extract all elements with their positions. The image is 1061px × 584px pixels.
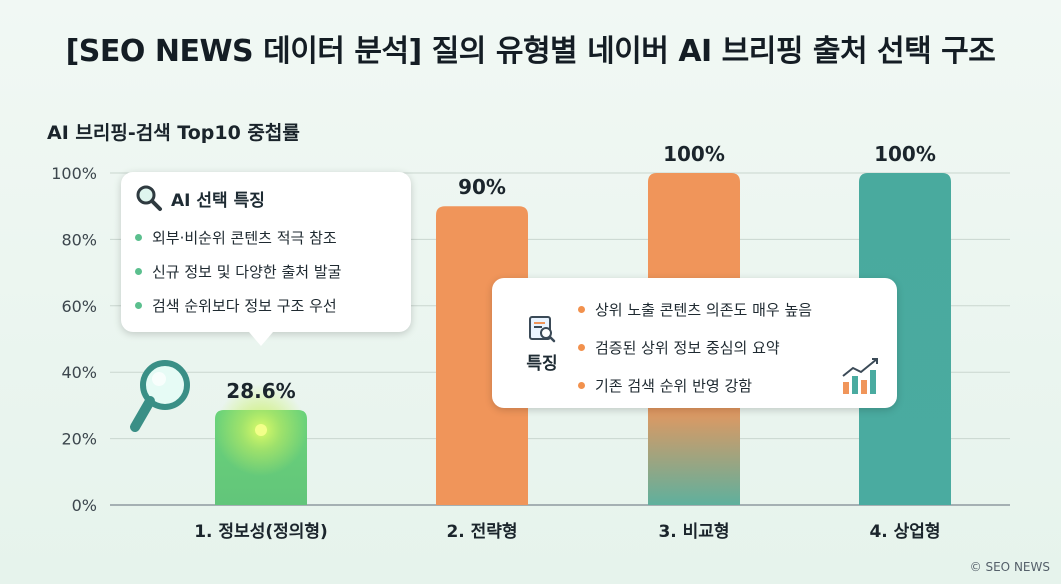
value-label: 90% (458, 175, 506, 199)
list-item: 검증된 상위 정보 중심의 요약 (578, 328, 812, 366)
value-label: 100% (663, 142, 725, 166)
page-title: [SEO NEWS 데이터 분석] 질의 유형별 네이버 AI 브리핑 출처 선… (65, 34, 996, 69)
growth-chart-icon (842, 358, 878, 394)
y-tick-label: 0% (72, 496, 97, 515)
y-tick-label: 40% (61, 363, 97, 382)
list-item: 외부·비순위 콘텐츠 적극 참조 (135, 220, 397, 254)
y-tick-label: 100% (51, 164, 97, 183)
list-item: 상위 노출 콘텐츠 의존도 매우 높음 (578, 290, 812, 328)
list-item: 기존 검색 순위 반영 강함 (578, 366, 812, 404)
ai-callout-title: AI 선택 특징 (171, 190, 265, 211)
category-label: 3. 비교형 (658, 521, 729, 542)
category-label: 2. 전략형 (446, 521, 517, 542)
magnifier-icon (130, 360, 190, 432)
y-tick-label: 20% (61, 430, 97, 449)
value-label: 28.6% (226, 379, 295, 403)
list-item: 검색 순위보다 정보 구조 우선 (135, 288, 397, 322)
feature-callout: 특징 상위 노출 콘텐츠 의존도 매우 높음 검증된 상위 정보 중심의 요약 … (492, 278, 897, 408)
watermark: © SEO NEWS (969, 560, 1050, 574)
ai-callout-heading: AI 선택 특징 (135, 184, 397, 212)
document-search-icon (529, 315, 556, 342)
chart-title: AI 브리핑-검색 Top10 중첩률 (47, 122, 300, 144)
category-label: 1. 정보성(정의형) (194, 521, 328, 542)
bar-glow-core (255, 424, 267, 437)
y-tick-label: 60% (61, 297, 97, 316)
y-tick-label: 80% (61, 230, 97, 249)
ai-selection-callout: AI 선택 특징 외부·비순위 콘텐츠 적극 참조 신규 정보 및 다양한 출처… (121, 172, 411, 346)
bar (859, 173, 951, 505)
list-item: 신규 정보 및 다양한 출처 발굴 (135, 254, 397, 288)
feature-callout-title: 특징 (526, 353, 558, 374)
value-label: 100% (874, 142, 936, 166)
magnifier-icon (136, 185, 162, 211)
category-label: 4. 상업형 (869, 521, 940, 542)
